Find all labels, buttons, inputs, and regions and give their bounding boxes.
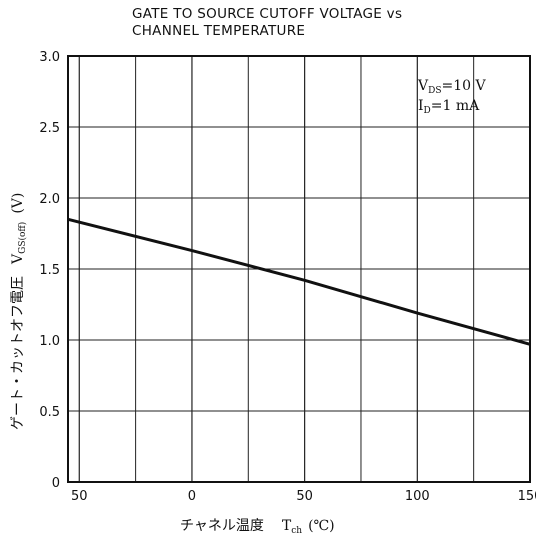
x-tick-label: 50 — [296, 489, 313, 504]
y-tick-label: 0 — [52, 476, 60, 491]
tick-labels: 0 0.5 1.0 1.5 2.0 2.5 3.0 50 0 50 100 150 — [39, 50, 536, 504]
chart-title-line-2: CHANNEL TEMPERATURE — [132, 23, 306, 39]
y-tick-label: 1.5 — [39, 263, 60, 278]
condition-id: ID=1 mA — [418, 98, 480, 116]
x-axis-label: チャネル温度 Tch (℃) — [180, 518, 335, 536]
condition-vds: VDS=10 V — [417, 78, 487, 96]
y-tick-label: 0.5 — [39, 405, 60, 420]
series-line — [67, 217, 531, 346]
chart-title: GATE TO SOURCE CUTOFF VOLTAGE vs CHANNEL… — [132, 6, 402, 40]
y-tick-label: 2.5 — [39, 121, 60, 136]
y-axis-label: ゲート・カットオフ電圧VGS(off)(V) — [10, 193, 28, 430]
condition-annotation: VDS=10 V ID=1 mA — [417, 78, 487, 116]
grid — [67, 55, 531, 483]
y-tick-label: 3.0 — [39, 50, 60, 65]
x-tick-label: 50 — [71, 489, 88, 504]
x-tick-label: 100 — [405, 489, 430, 504]
series-layer — [67, 217, 531, 346]
plot-frame — [67, 55, 531, 483]
y-tick-label: 1.0 — [39, 334, 60, 349]
chart-title-line-1: GATE TO SOURCE CUTOFF VOLTAGE vs — [132, 6, 403, 22]
x-tick-label: 0 — [188, 489, 196, 504]
y-tick-label: 2.0 — [39, 192, 60, 207]
x-tick-label: 150 — [518, 489, 536, 504]
